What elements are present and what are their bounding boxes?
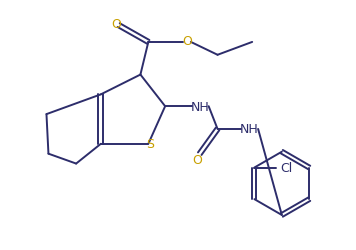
Text: NH: NH [240, 123, 258, 136]
Text: O: O [192, 154, 202, 166]
Text: Cl: Cl [280, 161, 292, 174]
Text: O: O [112, 18, 122, 30]
Text: S: S [146, 138, 154, 151]
Text: O: O [182, 35, 192, 48]
Text: NH: NH [190, 100, 209, 113]
